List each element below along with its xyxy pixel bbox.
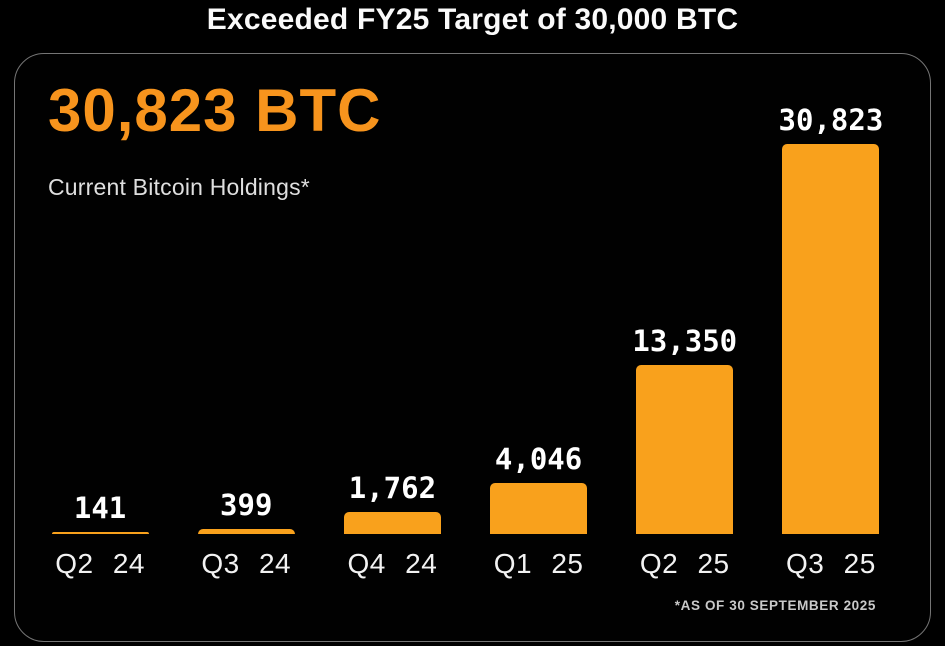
bar [636,365,734,534]
current-holdings-caption: Current Bitcoin Holdings* [48,174,310,200]
bar-column: 30,823 [778,103,884,534]
x-axis-label: Q4 24 [347,548,438,579]
bar-value-label: 1,762 [348,471,437,505]
current-holdings-value: 30,823 BTC [48,77,382,144]
bar [343,512,441,534]
x-axis-label: Q3 24 [201,548,292,579]
bar [197,529,295,534]
x-axis-label: Q2 25 [639,548,730,579]
bar-value-label: 30,823 [778,103,884,137]
bar-value-label: 399 [220,488,273,522]
x-axis-label: Q2 24 [55,548,145,579]
bar-column: 141 [51,491,149,534]
bar-column: 399 [197,488,295,534]
bar [51,532,149,534]
bar-value-label: 4,046 [494,442,583,476]
bar [782,144,880,534]
as-of-footnote: *AS OF 30 SEPTEMBER 2025 [674,598,876,613]
bar-column: 13,350 [632,324,737,534]
x-axis-label: Q3 25 [786,548,876,579]
bar-chart: 141 399 1,762 4,046 13,350 30,823 [27,54,904,534]
chart-panel: 30,823 BTC Current Bitcoin Holdings* 141… [14,53,931,642]
bar-value-label: 141 [73,491,127,525]
bar [490,483,588,534]
bar-value-label: 13,350 [632,324,738,358]
x-axis-label: Q1 25 [493,548,584,579]
bar-column: 1,762 [343,471,441,534]
page-title: Exceeded FY25 Target of 30,000 BTC [206,3,739,36]
bar-column: 4,046 [490,442,588,534]
x-axis-labels: Q2 24 Q3 24 Q4 24 Q1 25 Q2 25 Q3 25 [27,548,904,580]
